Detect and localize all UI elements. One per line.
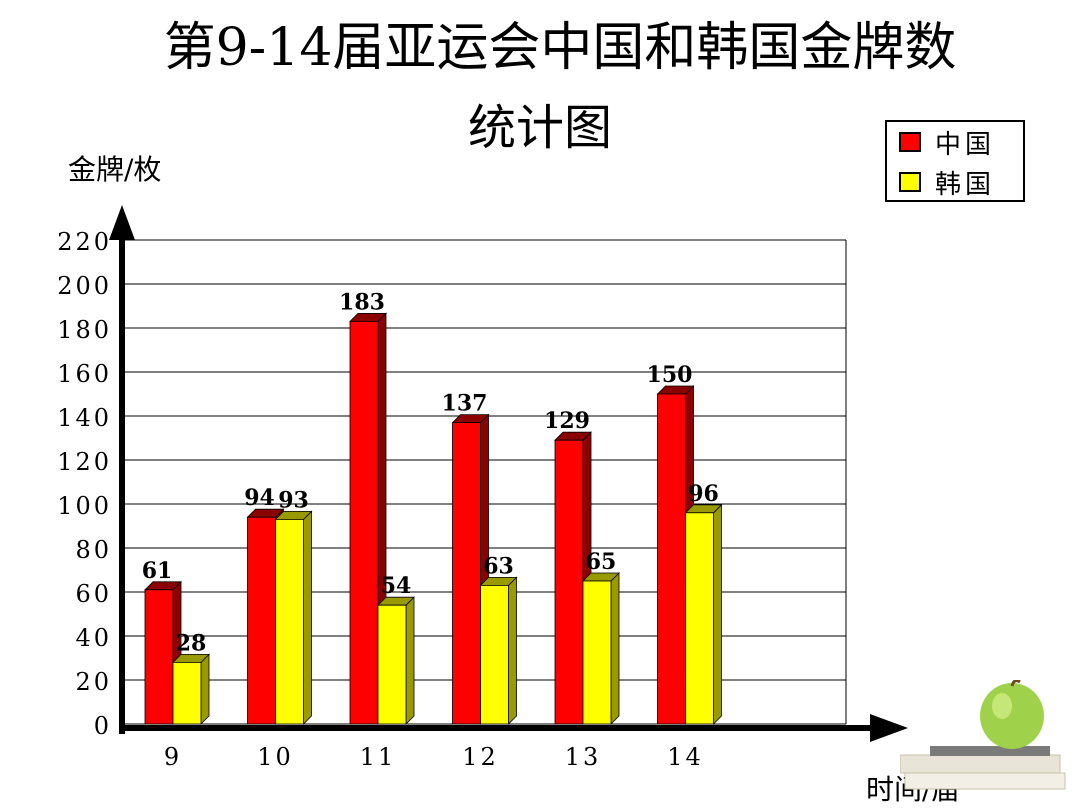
- bar-side-korea: [508, 576, 517, 725]
- data-label-china: 137: [442, 391, 488, 417]
- bar-side-korea: [610, 572, 620, 725]
- bar-korea: [685, 512, 714, 725]
- y-tick-label: 120: [57, 448, 112, 476]
- y-tick-label: 180: [57, 316, 112, 344]
- bar-side-korea: [200, 653, 210, 725]
- y-tick-label: 200: [57, 272, 112, 300]
- y-axis-arrow: [109, 205, 135, 240]
- bar-china: [247, 516, 276, 725]
- data-label-korea: 93: [278, 487, 309, 513]
- y-tick-label: 80: [75, 536, 112, 564]
- y-axis-label: 金牌/枚: [68, 153, 162, 186]
- x-axis-arrow: [870, 714, 908, 742]
- apple-on-books-decoration: [900, 680, 1066, 790]
- x-tick-label: 14: [667, 743, 704, 771]
- legend-item-china: 中国: [899, 127, 995, 160]
- bar-korea: [275, 519, 304, 725]
- legend-swatch-china: [899, 132, 921, 152]
- y-tick-label: 220: [57, 228, 112, 256]
- y-tick-label: 140: [57, 404, 112, 432]
- chart-title-line-1: 第9-14届亚运会中国和韩国金牌数: [163, 18, 957, 78]
- bar-korea: [480, 585, 509, 725]
- data-label-korea: 63: [483, 553, 514, 579]
- chart-title-line-2: 统计图: [467, 100, 612, 156]
- y-tick-label: 0: [94, 712, 112, 740]
- data-label-china: 150: [647, 362, 693, 388]
- data-label-korea: 96: [688, 481, 719, 507]
- x-tick-label: 11: [360, 743, 397, 771]
- data-label-china: 94: [244, 485, 275, 511]
- bar-korea: [582, 580, 612, 725]
- y-tick-label: 60: [75, 580, 112, 608]
- x-tick-label: 9: [164, 743, 182, 771]
- bar-side-korea: [713, 503, 722, 725]
- x-tick-label: 10: [257, 743, 294, 771]
- bar-side-korea: [405, 596, 415, 725]
- y-tick-label: 20: [75, 668, 112, 696]
- y-tick-label: 160: [57, 360, 112, 388]
- data-label-korea: 28: [176, 630, 207, 656]
- y-tick-label: 100: [57, 492, 112, 520]
- bar-china: [554, 439, 584, 725]
- legend-label-china: 中国: [935, 129, 996, 160]
- x-tick-label: 12: [462, 743, 499, 771]
- bar-china: [349, 320, 379, 725]
- data-label-china: 183: [339, 289, 385, 315]
- bar-korea: [377, 604, 407, 725]
- y-tick-label: 40: [75, 624, 112, 652]
- data-label-korea: 54: [381, 573, 412, 599]
- data-label-china: 129: [544, 408, 590, 434]
- bar-side-korea: [303, 510, 312, 725]
- data-label-korea: 65: [586, 549, 617, 575]
- bar-china: [452, 422, 481, 725]
- bar-korea: [172, 662, 202, 725]
- bar-china: [144, 589, 174, 725]
- bar-china: [657, 393, 686, 725]
- data-label-china: 61: [142, 558, 173, 584]
- legend-label-korea: 韩国: [935, 169, 996, 200]
- x-tick-label: 13: [565, 743, 602, 771]
- legend: 中国 韩国: [885, 120, 1025, 202]
- legend-item-korea: 韩国: [899, 167, 995, 200]
- legend-swatch-korea: [899, 172, 921, 192]
